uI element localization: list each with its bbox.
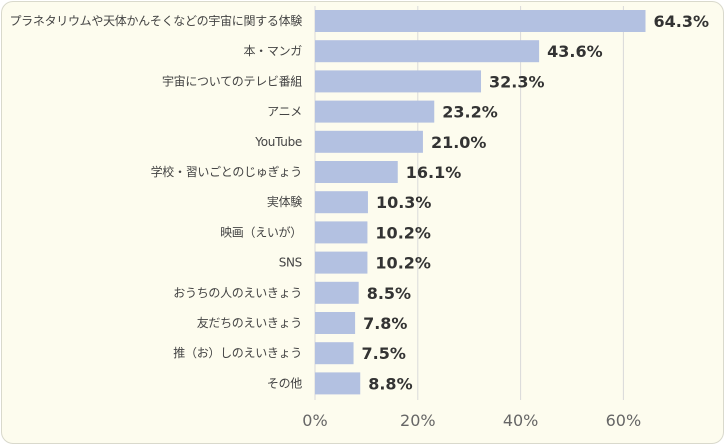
bar [315,10,646,32]
value-label: 10.2% [375,223,431,242]
x-tick-label: 60% [606,411,642,430]
bar [315,191,368,214]
bar [315,251,368,274]
value-label: 23.2% [442,103,498,122]
x-tick-label: 0% [302,411,327,430]
value-label: 7.8% [363,314,407,333]
x-tick-label: 20% [400,411,436,430]
category-label: 友だちのえいきょう [197,316,302,330]
value-label: 21.0% [431,133,487,152]
value-label: 64.3% [654,12,710,31]
bar [315,281,359,304]
bars [315,10,646,395]
category-label: 推（お）しのえいきょう [173,346,302,360]
bar [315,100,435,123]
value-label: 43.6% [547,42,603,61]
category-label: YouTube [254,135,302,149]
x-axis-ticks: 0% 20% 40% 60% [302,411,641,430]
category-label: おうちの人のえいきょう [173,286,302,300]
category-label: 学校・習いごとのじゅぎょう [151,164,302,179]
bar [315,372,361,395]
value-label: 32.3% [489,72,545,91]
value-label: 10.3% [376,193,432,212]
category-label: プラネタリウムや天体かんそくなどの宇宙に関する体験 [9,13,302,28]
category-label: 実体験 [267,194,302,209]
category-label: その他 [267,376,302,390]
category-labels: プラネタリウムや天体かんそくなどの宇宙に関する体験本・マンガ宇宙についてのテレビ… [9,13,302,390]
bar [315,342,354,365]
value-label: 7.5% [362,344,406,363]
category-label: アニメ [267,105,302,119]
value-label: 10.2% [375,254,431,273]
bar [315,312,356,334]
value-label: 8.5% [367,284,411,303]
category-label: 宇宙についてのテレビ番組 [162,73,302,88]
bar [315,40,540,63]
value-labels: 64.3% 43.6%32.3% 23.2% 21.0% 16.1% 10.3% 10.2%… [362,12,709,393]
bar [315,70,482,93]
value-label: 16.1% [406,163,462,182]
category-label: SNS [279,256,302,270]
category-label: 本・マンガ [243,44,302,58]
value-label: 8.8% [368,374,412,393]
bar [315,221,368,244]
x-tick-label: 40% [503,411,539,430]
bar [315,130,423,153]
category-label: 映画（えいが） [220,224,302,239]
bar [315,161,398,183]
